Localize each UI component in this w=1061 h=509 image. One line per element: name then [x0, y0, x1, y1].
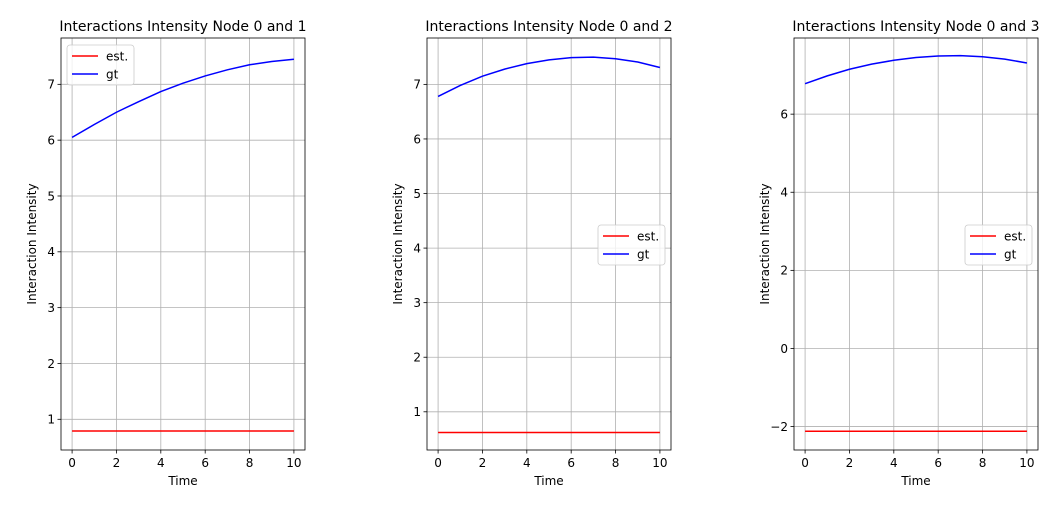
axes-frame [60, 37, 306, 451]
legend-label-est: est. [1004, 229, 1026, 243]
legend-box [66, 44, 135, 86]
y-tick-label: 3 [47, 301, 55, 315]
x-tick-label: 0 [68, 456, 76, 470]
y-tick-label: 4 [780, 186, 788, 200]
y-tick-label: −2 [770, 420, 788, 434]
x-tick-label: 6 [934, 456, 942, 470]
y-tick-label: 4 [47, 245, 55, 259]
legend: est. gt [597, 224, 666, 266]
x-tick-label: 2 [846, 456, 854, 470]
x-tick-label: 8 [979, 456, 987, 470]
x-axis-label: Time [167, 474, 197, 488]
x-tick-label: 10 [652, 456, 667, 470]
x-tick-label: 8 [246, 456, 254, 470]
legend: est. gt [964, 224, 1033, 266]
y-tick-label: 7 [47, 78, 55, 92]
x-tick-label: 2 [479, 456, 487, 470]
y-tick-label: 6 [47, 133, 55, 147]
series-line-gt [437, 56, 661, 98]
x-tick-label: 4 [523, 456, 531, 470]
y-axis-label: Interaction Intensity [391, 183, 405, 304]
subplot-3: 0 2 4 6 8 10 −2 0 2 4 6 Interactions Intensity Node… [758, 19, 1040, 488]
y-tick-label: 0 [780, 342, 788, 356]
x-tick-label: 0 [434, 456, 442, 470]
y-tick-label: 3 [413, 296, 421, 310]
y-tick-label: 6 [413, 132, 421, 146]
chart-title: Interactions Intensity Node 0 and 1 [59, 19, 306, 35]
y-tick-label: 5 [47, 189, 55, 203]
x-tick-label: 4 [890, 456, 898, 470]
y-tick-label: 2 [780, 264, 788, 278]
x-tick-label: 10 [286, 456, 301, 470]
legend: est. gt [66, 44, 135, 86]
legend-box [597, 224, 666, 266]
chart-title: Interactions Intensity Node 0 and 2 [425, 19, 672, 35]
series-line-gt [804, 54, 1028, 85]
legend-label-gt: gt [1004, 247, 1017, 261]
y-tick-label: 5 [413, 187, 421, 201]
x-tick-label: 10 [1019, 456, 1034, 470]
axes-frame [426, 37, 672, 451]
x-tick-label: 0 [801, 456, 809, 470]
axes-frame [793, 37, 1039, 451]
x-tick-label: 8 [612, 456, 620, 470]
legend-label-gt: gt [106, 67, 119, 81]
y-axis-label: Interaction Intensity [25, 183, 39, 304]
x-tick-label: 2 [113, 456, 121, 470]
y-axis-label: Interaction Intensity [758, 183, 772, 304]
x-axis-label: Time [533, 474, 563, 488]
y-tick-label: 7 [413, 78, 421, 92]
legend-label-est: est. [637, 229, 659, 243]
x-tick-label: 6 [567, 456, 575, 470]
chart-title: Interactions Intensity Node 0 and 3 [792, 19, 1039, 35]
x-tick-label: 4 [157, 456, 165, 470]
legend-label-est: est. [106, 49, 128, 63]
y-tick-label: 4 [413, 241, 421, 255]
x-tick-label: 6 [201, 456, 209, 470]
x-axis-label: Time [900, 474, 930, 488]
y-tick-label: 6 [780, 107, 788, 121]
y-tick-label: 1 [47, 413, 55, 427]
y-tick-label: 2 [413, 351, 421, 365]
legend-box [964, 224, 1033, 266]
y-tick-label: 2 [47, 357, 55, 371]
y-tick-label: 1 [413, 405, 421, 419]
legend-label-gt: gt [637, 247, 650, 261]
series-line-gt [71, 58, 294, 139]
